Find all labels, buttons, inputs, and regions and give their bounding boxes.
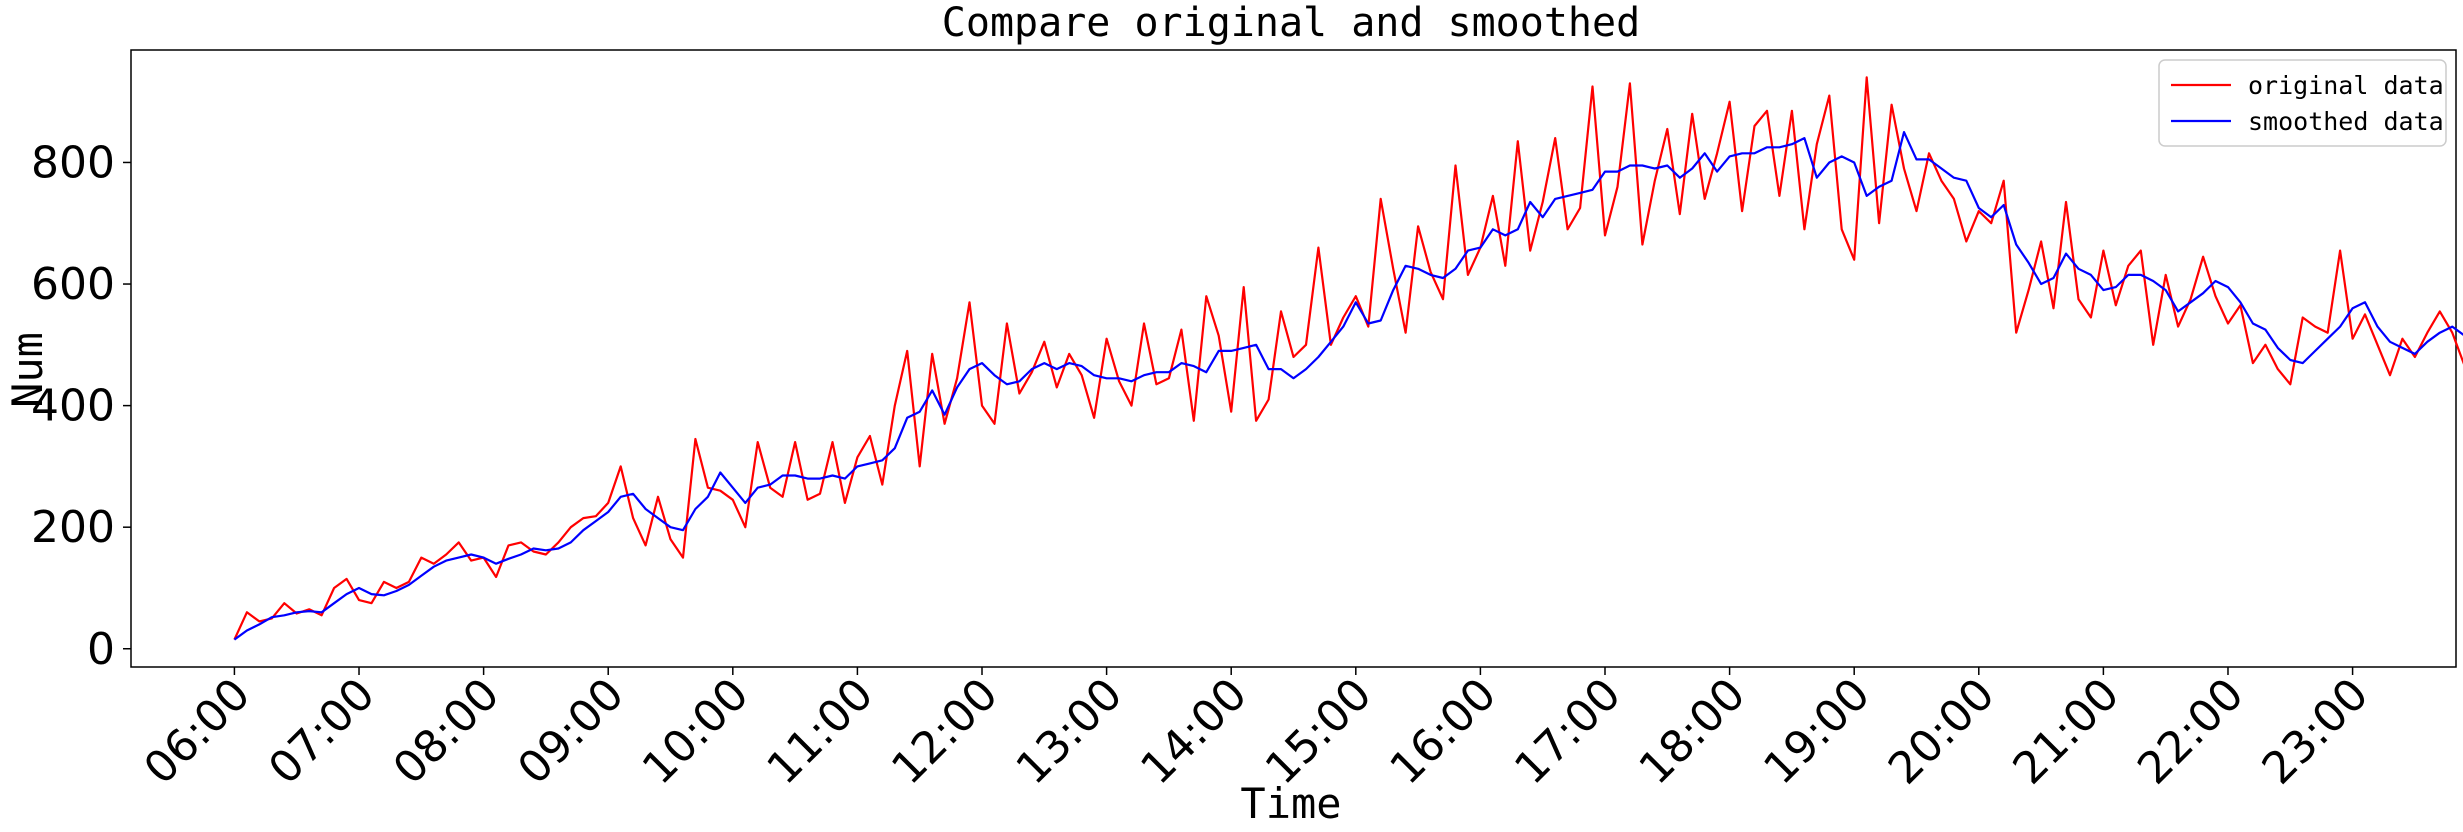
series-line-original [233,76,2463,641]
y-axis: 0 200 400 600 800 [31,137,131,675]
x-tick-label: 20:00 [1879,669,2005,795]
x-tick-label: 22:00 [2128,669,2254,795]
y-tick-label: 400 [31,381,115,432]
x-tick-label: 09:00 [508,669,634,795]
series-layer [233,76,2463,641]
legend-box [2158,59,2447,147]
legend-label: smoothed data [2248,107,2444,136]
plot-area [130,49,2457,668]
series-line-smoothed [233,131,2463,641]
x-tick-label: 13:00 [1007,669,1133,795]
x-axis-label: Time [1240,779,1341,828]
x-tick-label: 19:00 [1754,669,1880,795]
y-tick-label: 0 [87,624,115,675]
chart-title: Compare original and smoothed [942,0,1640,46]
x-tick-label: 06:00 [134,669,260,795]
x-tick-label: 08:00 [384,669,510,795]
y-axis-label: Num [3,332,52,408]
x-tick-label: 10:00 [633,669,759,795]
x-tick-label: 11:00 [757,669,883,795]
x-tick-label: 12:00 [882,669,1008,795]
x-tick-label: 23:00 [2253,669,2379,795]
x-tick-label: 15:00 [1256,669,1382,795]
x-tick-label: 07:00 [259,669,385,795]
x-tick-label: 14:00 [1131,669,1257,795]
y-tick-label: 600 [31,259,115,310]
y-tick-label: 800 [31,137,115,188]
x-axis: 06:0007:0008:0009:0010:0011:0012:0013:00… [134,667,2378,794]
y-tick-label: 200 [31,502,115,553]
x-tick-label: 18:00 [1630,669,1756,795]
x-tick-label: 16:00 [1380,669,1506,795]
legend: original data smoothed data [2158,59,2447,147]
x-tick-label: 21:00 [2003,669,2129,795]
x-tick-label: 17:00 [1505,669,1631,795]
legend-label: original data [2248,71,2444,100]
